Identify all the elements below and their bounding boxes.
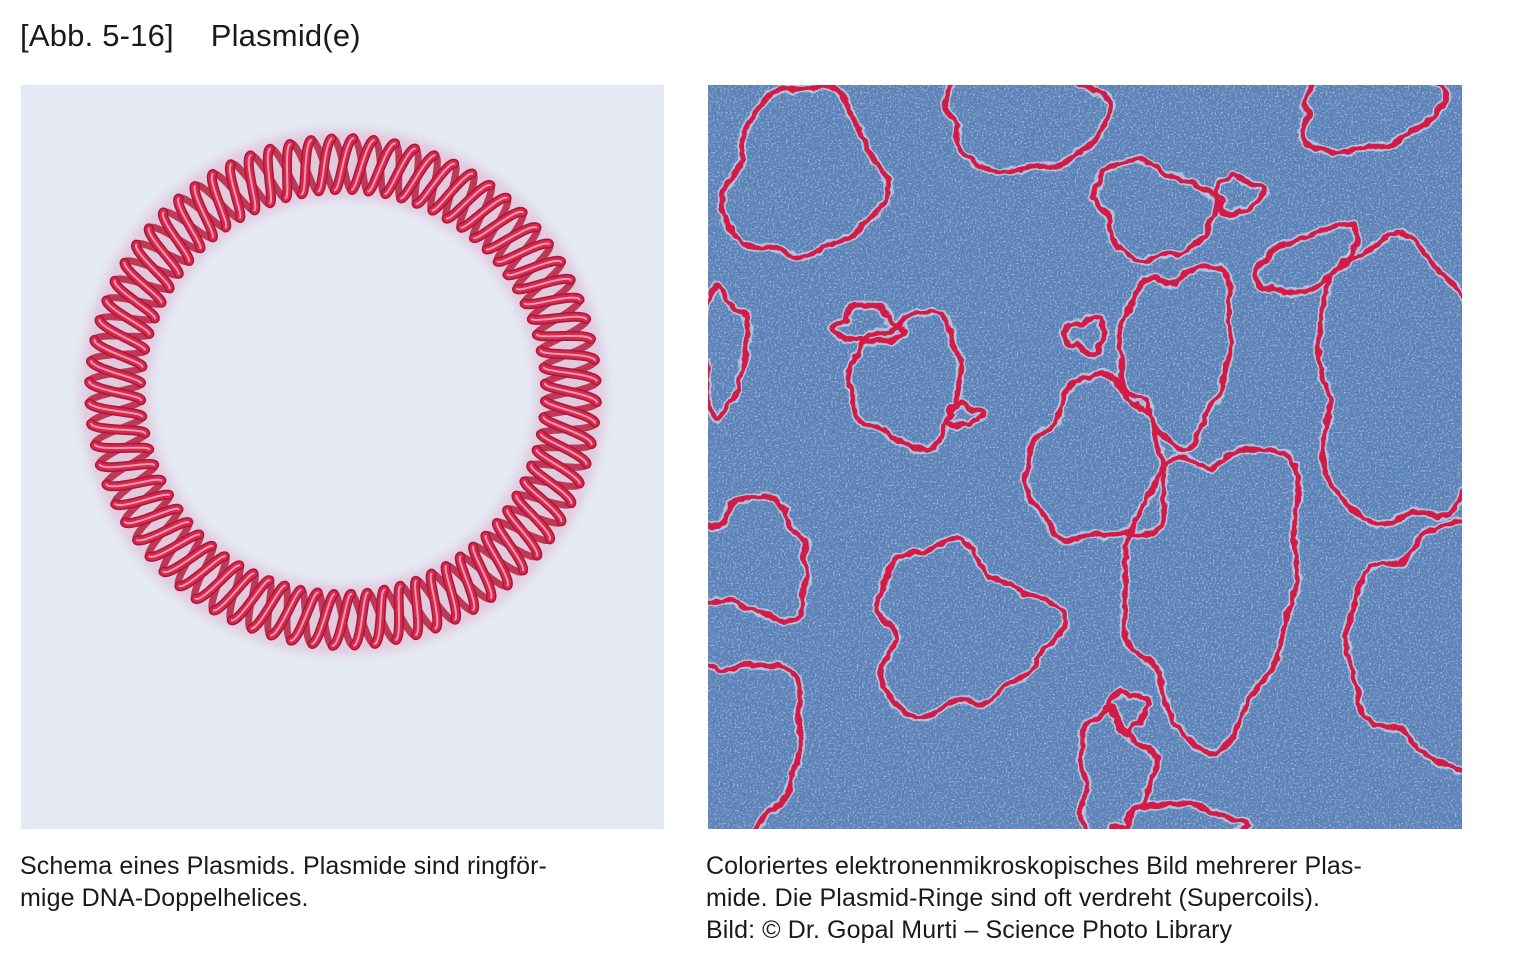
helix-strand	[88, 137, 598, 647]
plasmid-loop	[708, 661, 804, 829]
plasmid-loop	[1214, 172, 1268, 218]
plasmid-loop	[708, 282, 751, 422]
plasmid-loop	[708, 494, 811, 625]
helix-halo	[80, 129, 606, 655]
plasmid-loop	[829, 301, 908, 346]
plasmid-loop	[1343, 518, 1462, 773]
helix-front-strand	[84, 133, 602, 651]
plasmid-loop	[718, 85, 892, 261]
plasmid-loop	[1121, 447, 1301, 757]
plasmid-loop	[1315, 230, 1462, 527]
plasmid-loop	[1060, 314, 1108, 358]
caption-line: mige DNA-Doppelhelices.	[20, 884, 309, 912]
plasmid-micrograph	[708, 85, 1462, 829]
plasmid-loop	[1118, 800, 1252, 829]
figure-label: [Abb. 5-16]	[20, 18, 174, 53]
micrograph-background	[708, 85, 1462, 829]
electron-micrograph-image	[708, 85, 1462, 829]
helix-strand	[88, 137, 598, 647]
plasmid-loop	[1298, 85, 1450, 155]
schematic-caption: Schema eines Plasmids. Plasmide sind rin…	[20, 850, 660, 914]
image-credit: Bild: © Dr. Gopal Murti – Science Photo …	[706, 916, 1233, 944]
plasmid-strands	[708, 85, 1462, 829]
plasmid-loop	[1107, 688, 1152, 735]
caption-line: mide. Die Plasmid-Ringe sind oft verdreh…	[706, 884, 1321, 912]
plasmid-loop	[1117, 264, 1235, 453]
plasmid-loop	[942, 85, 1115, 175]
helix-glow	[80, 129, 606, 655]
caption-line: Schema eines Plasmids. Plasmide sind rin…	[20, 852, 547, 880]
plasmid-loop	[944, 400, 988, 429]
plasmid-loop	[846, 309, 965, 453]
plasmid-ring-diagram	[80, 129, 606, 655]
figure-title: Plasmid(e)	[210, 18, 361, 53]
caption-line: Coloriertes elektronenmikroskopisches Bi…	[706, 852, 1362, 880]
plasmid-loop	[1091, 156, 1221, 264]
micrograph-caption: Coloriertes elektronenmikroskopisches Bi…	[706, 850, 1496, 946]
plasmid-loop	[874, 535, 1069, 721]
plasmid-schematic-image	[21, 85, 664, 829]
figure-header: [Abb. 5-16] Plasmid(e)	[20, 16, 361, 56]
